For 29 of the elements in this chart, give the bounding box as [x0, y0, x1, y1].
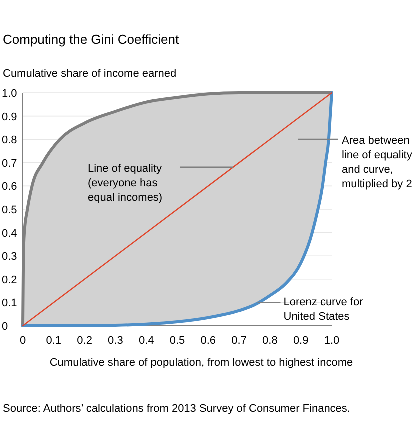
y-tick-label: 0.5: [2, 204, 18, 216]
annotation: Line of equality (everyone has equal incomes): [88, 163, 163, 204]
y-tick-label: 0: [2, 321, 8, 333]
chart-title: Computing the Gini Coefficient: [3, 32, 180, 47]
x-tick-label: 0.6: [200, 335, 216, 347]
x-tick-label: 0.5: [170, 335, 186, 347]
y-tick-label: 0.4: [2, 228, 18, 240]
x-axis-title: Cumulative share of population, from lowest to highest income: [50, 357, 354, 369]
y-tick-label: 0.2: [2, 274, 18, 286]
x-tick-label: 0.7: [232, 335, 247, 347]
text: Area between line of equality and curve, multiplied by 2: [342, 135, 413, 190]
text: 1.0: [2, 88, 18, 100]
x-tick-label: 0: [20, 335, 26, 347]
x-tick-label: 0.3: [108, 335, 124, 347]
x-tick-label: 0.8: [262, 335, 278, 347]
y-tick-label: 0.3: [2, 251, 18, 264]
annotation: Lorenz curve for United States: [284, 296, 364, 324]
text: 1.0: [324, 335, 340, 347]
y-tick-label: 0.9: [2, 111, 18, 124]
source-note: Source: Authors’ calculations from 2013 Survey of Consumer Finances.: [3, 403, 350, 415]
y-tick-label: 0.7: [2, 158, 18, 170]
y-tick-label: 0.1: [2, 298, 18, 310]
y-tick-label: 0.6: [2, 181, 18, 194]
y-tick-label: 0.8: [2, 134, 18, 147]
x-tick-label: 0.9: [293, 335, 309, 347]
x-tick-label: 0.2: [77, 335, 92, 347]
x-tick-label: 0.4: [138, 335, 154, 347]
y-axis-title: Cumulative share of income earned: [3, 68, 177, 80]
x-tick-label: 0.1: [46, 335, 62, 347]
